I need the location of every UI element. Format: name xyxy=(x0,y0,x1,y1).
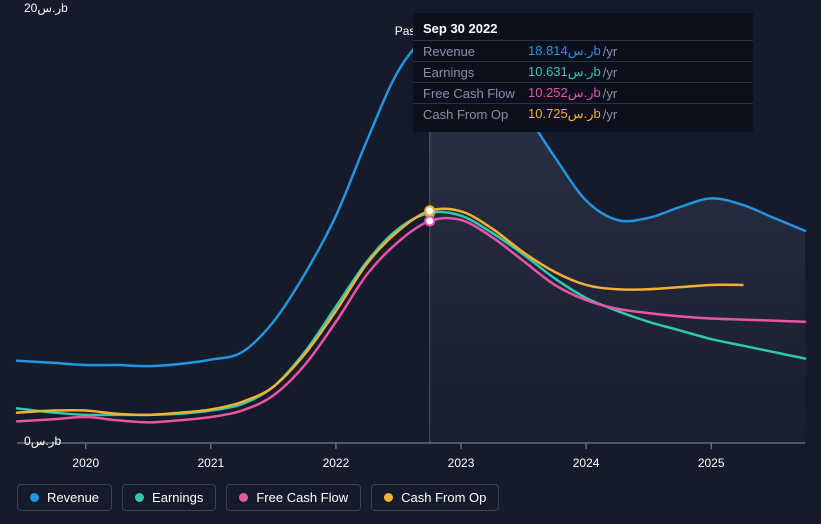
tooltip-title: Sep 30 2022 xyxy=(413,21,753,40)
tooltip-label: Earnings xyxy=(423,65,528,80)
tooltip: Sep 30 2022Revenueر.س18.814b/yrEarningsر… xyxy=(413,13,753,132)
tooltip-label: Cash From Op xyxy=(423,107,528,122)
series-marker xyxy=(425,217,434,226)
tooltip-value: ر.س10.725b xyxy=(528,106,601,122)
tooltip-unit: /yr xyxy=(603,107,617,122)
tooltip-label: Free Cash Flow xyxy=(423,86,528,101)
tooltip-unit: /yr xyxy=(603,65,617,80)
legend-dot-icon xyxy=(30,493,39,502)
tooltip-value: ر.س10.252b xyxy=(528,85,601,101)
legend-item[interactable]: Earnings xyxy=(122,484,216,511)
tooltip-value: ر.س10.631b xyxy=(528,64,601,80)
legend-item[interactable]: Revenue xyxy=(17,484,112,511)
legend-dot-icon xyxy=(239,493,248,502)
tooltip-row: Free Cash Flowر.س10.252b/yr xyxy=(413,82,753,103)
tooltip-unit: /yr xyxy=(603,86,617,101)
legend-item[interactable]: Cash From Op xyxy=(371,484,499,511)
tooltip-unit: /yr xyxy=(603,44,617,59)
legend-dot-icon xyxy=(384,493,393,502)
chart-container: ر.س0bر.س20b202020212022202320242025PastA… xyxy=(0,0,821,524)
legend-label: Free Cash Flow xyxy=(256,490,348,505)
legend-dot-icon xyxy=(135,493,144,502)
tooltip-value: ر.س18.814b xyxy=(528,43,601,59)
tooltip-row: Earningsر.س10.631b/yr xyxy=(413,61,753,82)
legend-label: Earnings xyxy=(152,490,203,505)
tooltip-row: Cash From Opر.س10.725b/yr xyxy=(413,103,753,124)
series-marker xyxy=(425,206,434,215)
legend-item[interactable]: Free Cash Flow xyxy=(226,484,361,511)
legend: Revenue Earnings Free Cash Flow Cash From O… xyxy=(17,484,499,511)
legend-label: Revenue xyxy=(47,490,99,505)
tooltip-row: Revenueر.س18.814b/yr xyxy=(413,40,753,61)
legend-label: Cash From Op xyxy=(401,490,486,505)
tooltip-label: Revenue xyxy=(423,44,528,59)
